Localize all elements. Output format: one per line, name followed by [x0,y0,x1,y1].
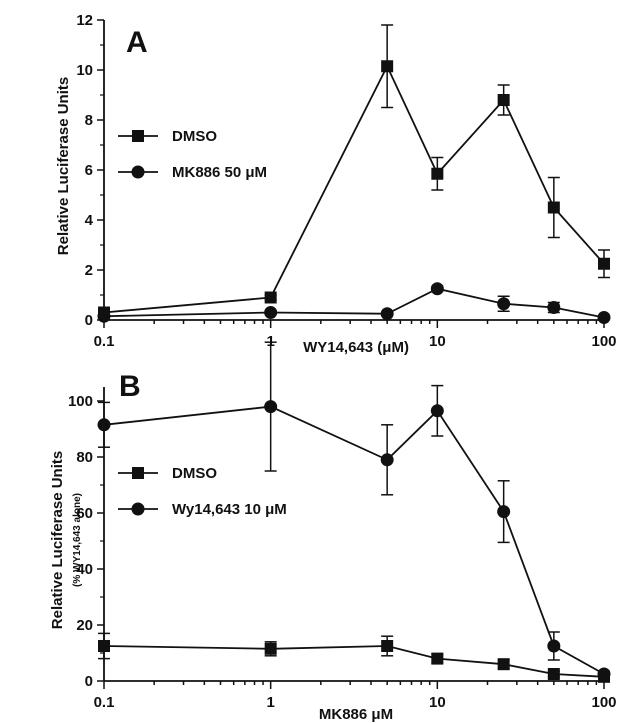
panel-b-series-treatment-point [97,418,111,432]
panel-b-y-tick-label: 60 [76,505,93,522]
panel-a-series-treatment-point [430,282,444,296]
panel-a-series-dmso-point [431,167,444,180]
panel-a-series-dmso-point [381,60,394,73]
panel-b-series-treatment-legend-label: Wy14,643 10 μM [172,501,287,518]
panel-b-x-tick-label: 0.1 [94,694,115,711]
panel-a-series-dmso-point [547,201,560,214]
panel-b-y-axis-sublabel: (% WY14,643 alone) [72,493,83,587]
panel-a-y-tick-label: 8 [85,112,93,129]
panel-a-y-tick-label: 6 [85,162,93,179]
panel-b-series-dmso-point [547,668,560,680]
panel-a-series-dmso-point [497,94,510,106]
panel-b-y-tick-label: 40 [76,561,93,578]
panel-a-series-treatment-legend-label: MK886 50 μM [172,164,267,181]
panel-a-series [97,24,611,324]
panel-b-series-treatment-point [497,505,511,519]
panel-a-x-tick-label: 10 [429,333,446,350]
panel-b-series-dmso-point [98,640,110,652]
panel-b-series-treatment-point [430,404,444,418]
panel-a-legend: DMSO MK886 50 μM [118,128,267,181]
panel-b-x-axis-label: MK886 μM [319,706,393,723]
panel-b-legend: DMSO Wy14,643 10 μM [118,465,287,518]
panel-b-series-treatment-point [597,667,611,681]
panel-a-y-tick-label: 10 [76,62,93,79]
panel-b-series-treatment-legend-marker [131,502,145,516]
panel-a-series-treatment-point [264,306,278,319]
panel-b: B 0.1 1 10 100 0 20 40 60 80 100 DMSO Wy14,643 10 … [49,341,617,723]
panel-a-series-treatment [97,282,611,324]
panel-a-letter: A [126,26,148,59]
panel-a-series-treatment-point [380,307,394,321]
panel-b-series-dmso [98,632,610,683]
panel-b-series-treatment [97,341,611,681]
panel-b-series-treatment-point [547,639,561,653]
panel-b-series-dmso-legend-label: DMSO [172,465,217,482]
panel-a-series-treatment-point [597,311,611,324]
panel-b-axes: 0.1 1 10 100 0 20 40 60 80 100 [68,387,617,711]
panel-b-x-tick-label: 1 [266,694,274,711]
panel-a-x-tick-label: 100 [591,333,616,350]
panel-a-y-axis-label: Relative Luciferase Units [55,77,72,255]
panel-b-y-axis-label: Relative Luciferase Units [49,451,66,629]
panel-a-series-treatment-point [547,301,561,314]
panel-b-x-tick-label: 10 [429,694,446,711]
panel-b-series-dmso-point [264,642,277,655]
panel-a-y-tick-label: 2 [85,262,93,279]
panel-a-series-treatment-point [97,309,111,323]
panel-a-series-dmso-point [264,291,277,304]
panel-b-series-treatment-point [380,453,394,467]
panel-a-series-treatment-legend-marker [131,165,145,179]
panel-b-y-tick-label: 100 [68,393,93,410]
panel-a-series-dmso-legend-label: DMSO [172,128,217,145]
panel-a-series-dmso-point [598,257,610,270]
panel-a-y-tick-label: 0 [85,312,93,329]
panel-b-series-dmso-point [431,652,444,665]
panel-a-series-treatment-point [497,297,511,311]
panel-b-series-dmso-point [497,658,510,671]
panel-a-x-tick-label: 0.1 [94,333,115,350]
panel-b-y-tick-label: 80 [76,449,93,466]
panel-a-series-dmso [98,24,610,319]
panel-b-letter: B [119,370,141,403]
panel-a-series-dmso-legend-marker [132,130,144,142]
panel-b-x-tick-label: 100 [591,694,616,711]
panel-b-series [97,341,611,683]
panel-a-x-axis-label: WY14,643 (μM) [303,339,409,356]
panel-a-y-tick-label: 12 [76,12,93,29]
panel-b-series-dmso-legend-marker [132,467,144,479]
panel-b-y-tick-label: 0 [85,673,93,690]
panel-b-y-tick-label: 20 [76,617,93,634]
panel-b-series-treatment-point [264,400,278,414]
panel-b-series-dmso-point [381,640,394,652]
panel-a-y-tick-label: 4 [85,212,94,229]
